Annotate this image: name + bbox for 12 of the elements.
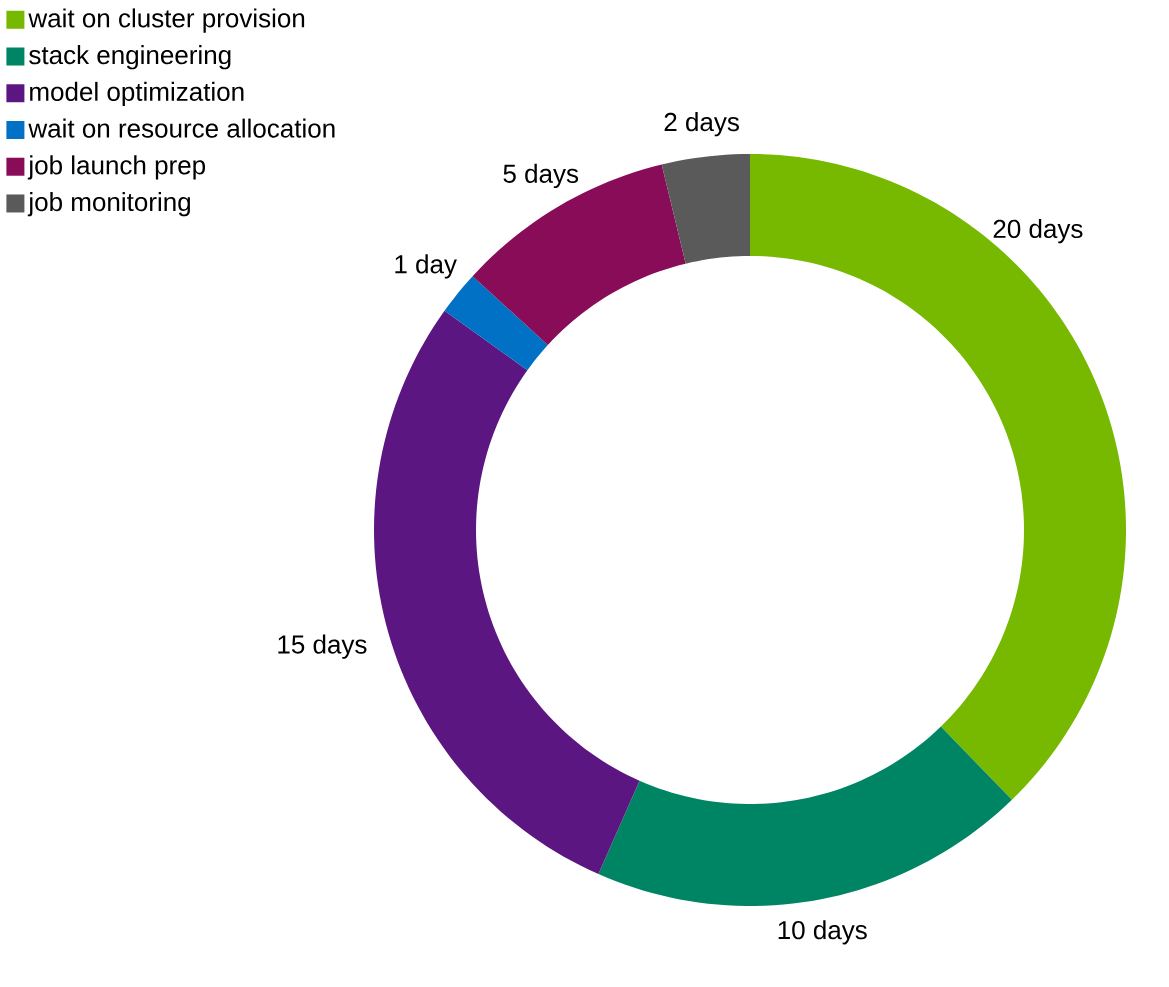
data-label: 1 day <box>395 254 457 279</box>
data-label: 10 days <box>778 920 867 945</box>
legend-label: stack engineering <box>29 45 231 70</box>
legend-label: job launch prep <box>27 155 206 180</box>
legend-label: job monitoring <box>27 192 190 217</box>
legend-label: model optimization <box>30 81 244 107</box>
data-label: 5 days <box>503 163 579 189</box>
legend-label: wait on cluster provision <box>28 8 305 33</box>
data-label: 2 days <box>664 112 739 137</box>
data-label: 20 days <box>993 219 1083 244</box>
legend-label: wait on resource allocation <box>28 118 335 138</box>
data-label: 15 days <box>278 634 367 659</box>
